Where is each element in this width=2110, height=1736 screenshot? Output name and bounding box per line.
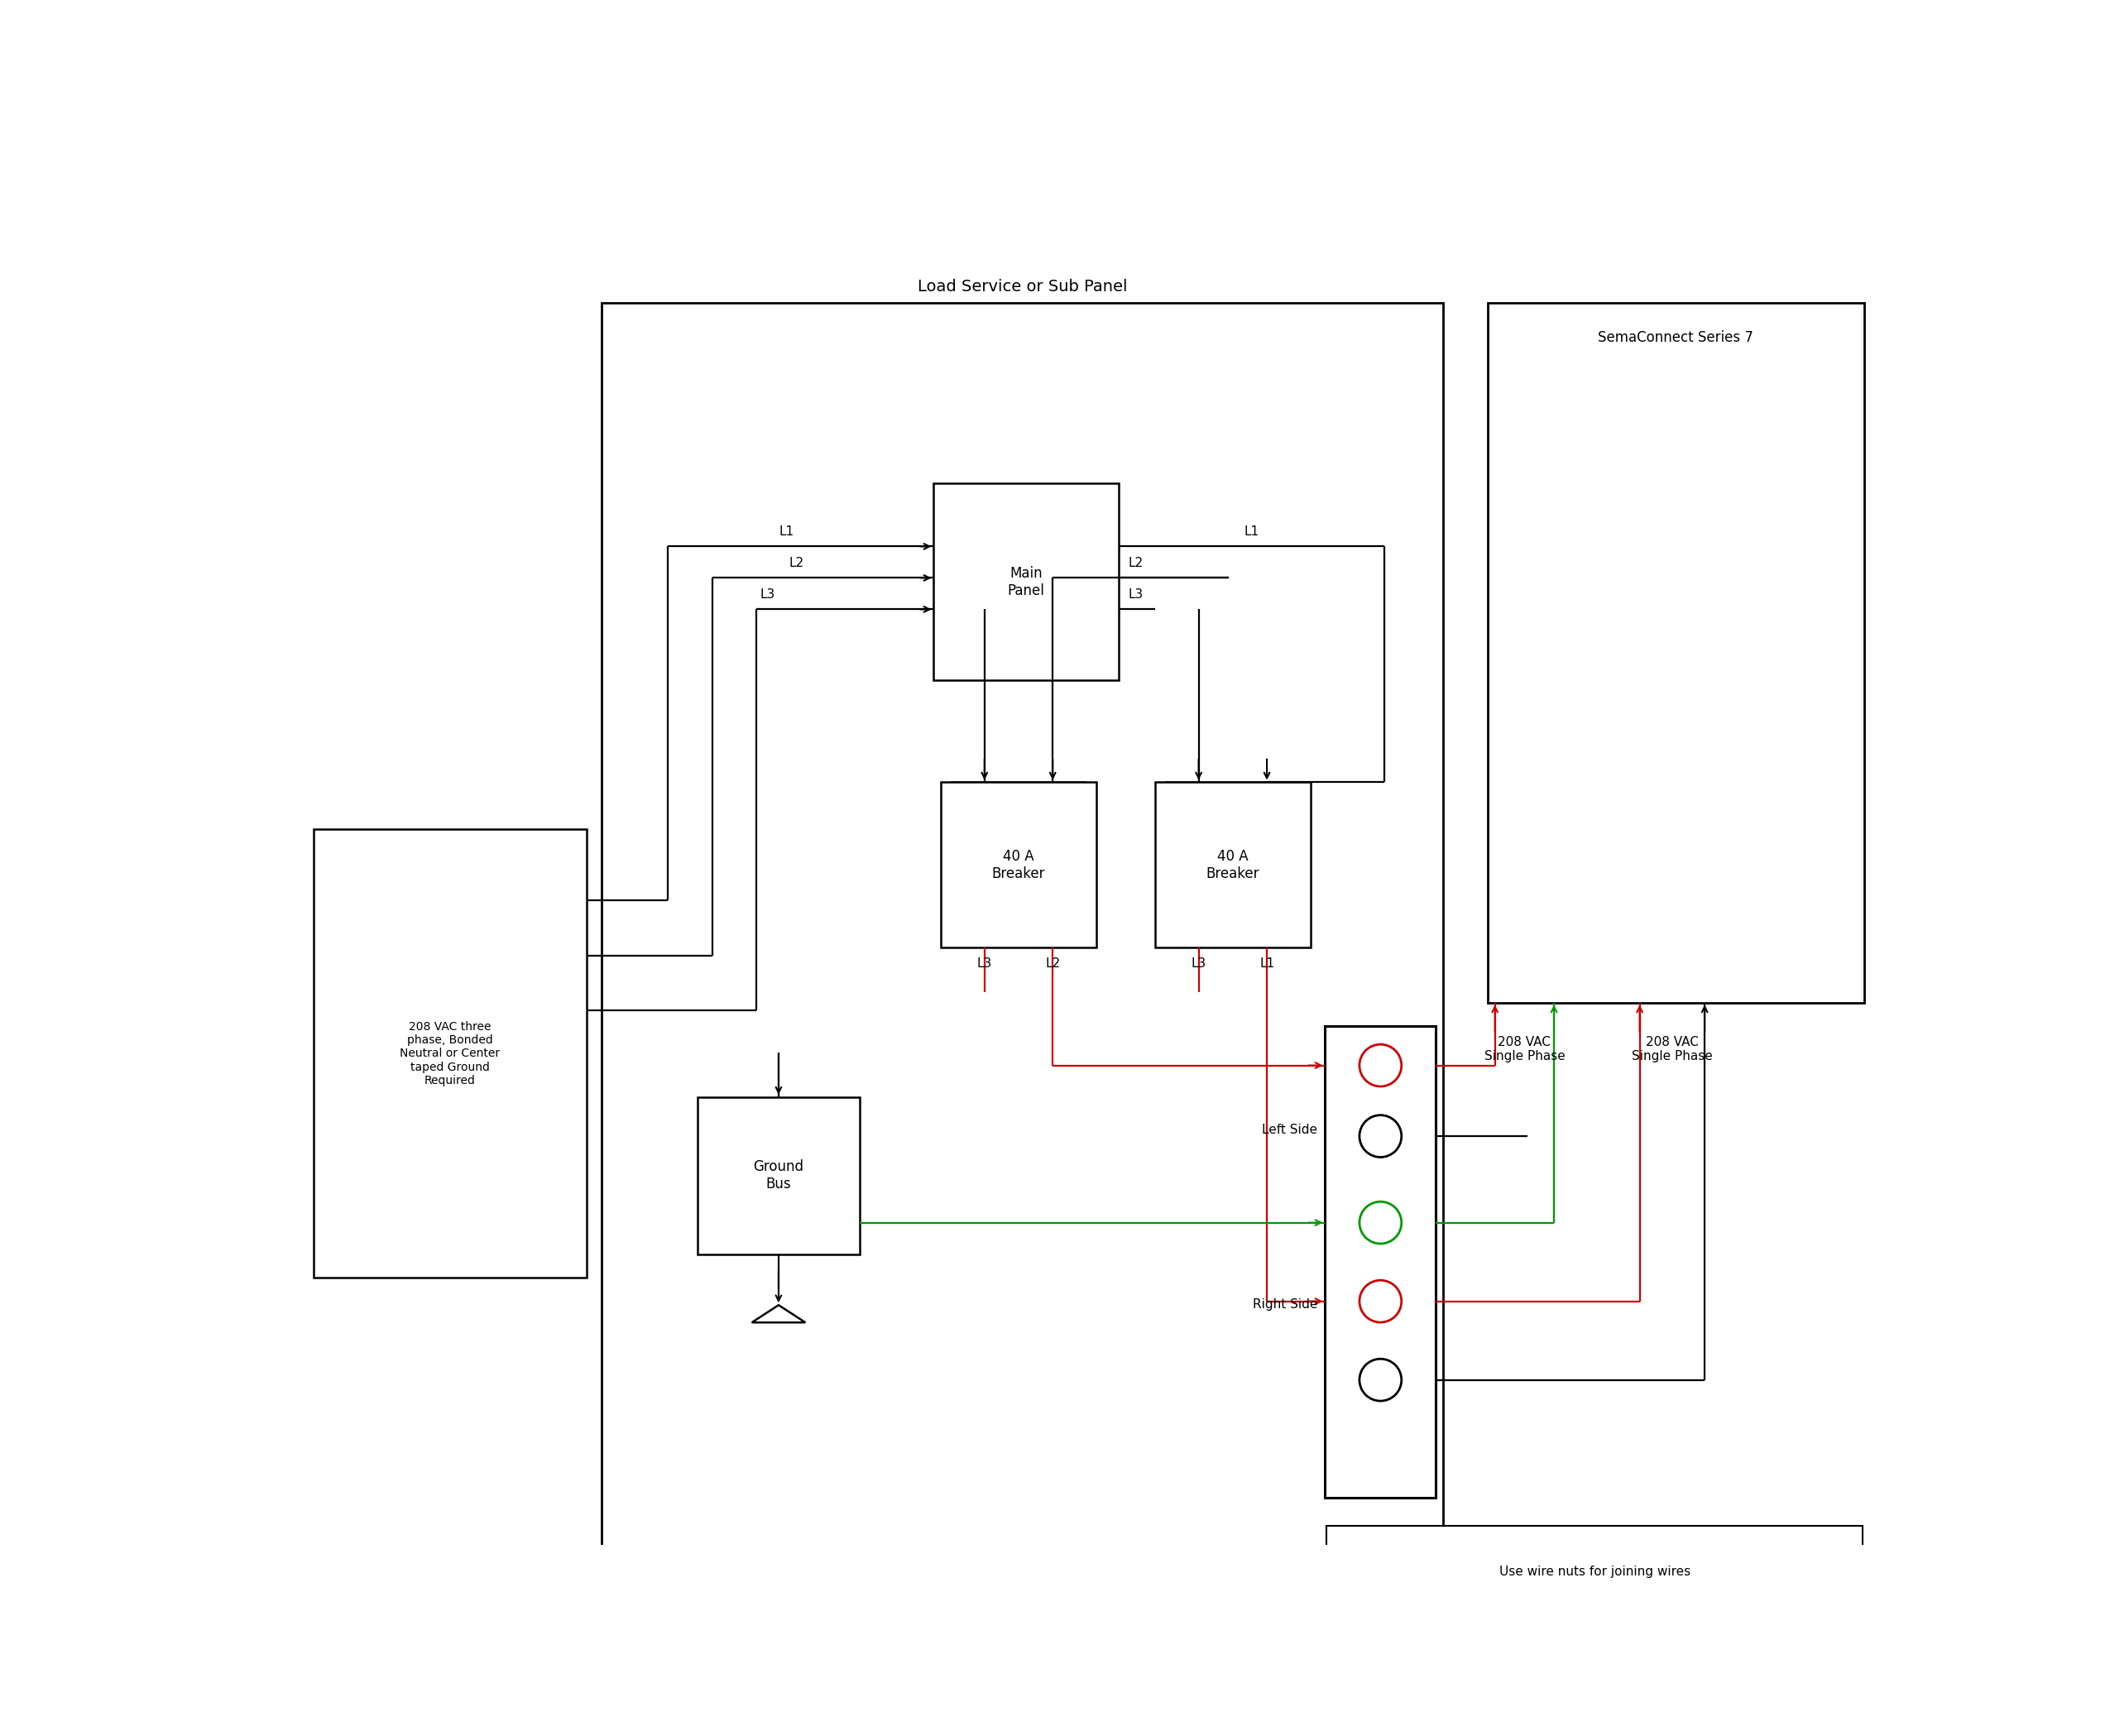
Text: L1: L1 [1243, 526, 1260, 538]
Circle shape [1359, 1045, 1401, 1087]
Bar [1488, 302, 1863, 1002]
Bar [1156, 783, 1310, 948]
Text: Right Side: Right Side [1253, 1299, 1317, 1311]
Bar [1327, 1526, 1863, 1618]
Circle shape [1359, 1279, 1401, 1323]
Polygon shape [751, 1305, 806, 1323]
Bar [941, 783, 1097, 948]
Text: 208 VAC three
phase, Bonded
Neutral or Center
taped Ground
Required: 208 VAC three phase, Bonded Neutral or C… [401, 1021, 500, 1087]
Text: Main
Panel: Main Panel [1006, 566, 1044, 597]
Text: L1: L1 [779, 526, 793, 538]
Circle shape [1359, 1359, 1401, 1401]
Text: Load Service or Sub Panel: Load Service or Sub Panel [918, 279, 1127, 295]
Text: L3: L3 [1129, 589, 1144, 601]
Text: L2: L2 [789, 557, 804, 569]
Text: L2: L2 [1129, 557, 1144, 569]
Text: Use wire nuts for joining wires: Use wire nuts for joining wires [1498, 1566, 1690, 1578]
Text: L3: L3 [1192, 957, 1207, 969]
Bar [312, 830, 587, 1278]
Text: L2: L2 [1044, 957, 1059, 969]
Text: Ground
Bus: Ground Bus [753, 1160, 804, 1191]
Text: L3: L3 [760, 589, 774, 601]
Text: 40 A
Breaker: 40 A Breaker [992, 849, 1044, 880]
Text: 208 VAC
Single Phase: 208 VAC Single Phase [1483, 1036, 1566, 1062]
Text: L1: L1 [1260, 957, 1274, 969]
Bar [933, 484, 1118, 681]
Text: Left Side: Left Side [1262, 1123, 1317, 1135]
Bar [696, 1097, 861, 1253]
Text: 208 VAC
Single Phase: 208 VAC Single Phase [1631, 1036, 1713, 1062]
Circle shape [1359, 1115, 1401, 1158]
Text: 40 A
Breaker: 40 A Breaker [1207, 849, 1260, 880]
Bar [601, 302, 1443, 1616]
Bar [1325, 1026, 1435, 1498]
Text: SemaConnect Series 7: SemaConnect Series 7 [1597, 330, 1753, 345]
Circle shape [1359, 1201, 1401, 1243]
Text: L3: L3 [977, 957, 992, 969]
